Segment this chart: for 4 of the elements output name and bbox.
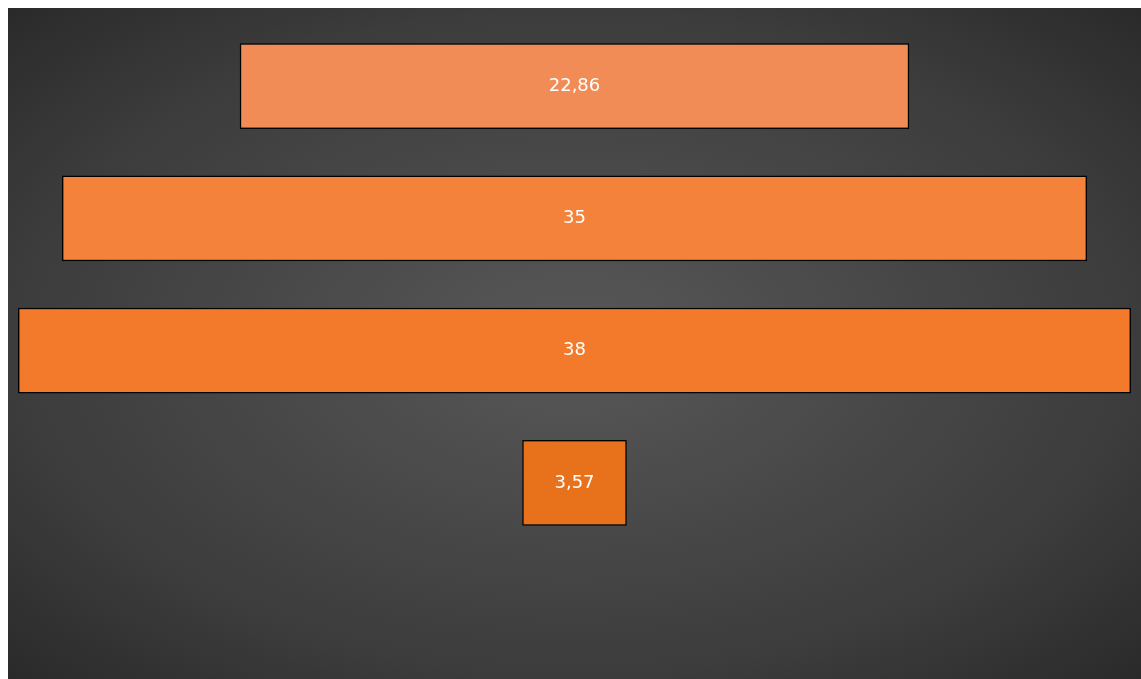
data-label: 22,86 <box>548 73 601 95</box>
data-label: 38 <box>563 338 586 360</box>
data-label: 3,57 <box>554 470 595 492</box>
data-label: 35 <box>563 206 586 228</box>
